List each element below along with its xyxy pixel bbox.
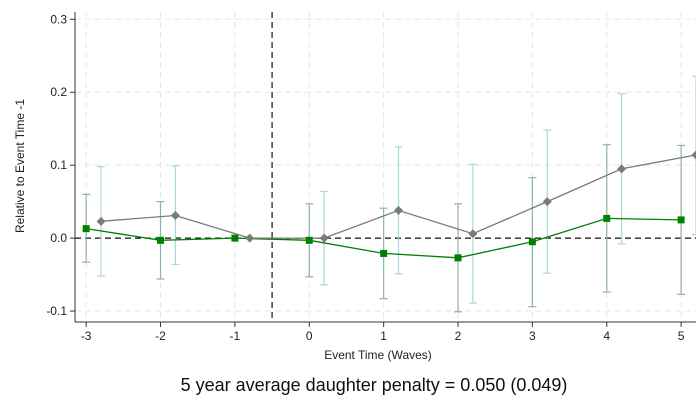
data-point-diamond xyxy=(691,150,696,160)
data-point-diamond xyxy=(319,233,329,243)
y-axis-ticks: -0.1 0.0 0.1 0.2 0.3 xyxy=(46,12,75,318)
series-markers xyxy=(82,150,696,262)
x-tick-label: 3 xyxy=(529,329,536,343)
data-point-square xyxy=(82,225,90,233)
y-tick-label: 0.0 xyxy=(50,231,67,245)
data-point-square xyxy=(380,249,388,257)
x-tick-label: -3 xyxy=(81,329,92,343)
x-tick-label: 0 xyxy=(306,329,313,343)
data-point-diamond xyxy=(468,229,478,239)
data-point-square xyxy=(677,216,685,224)
y-tick-label: -0.1 xyxy=(46,304,67,318)
x-axis-title: Event Time (Waves) xyxy=(324,348,432,362)
y-tick-label: 0.3 xyxy=(50,12,67,26)
chart-caption: 5 year average daughter penalty = 0.050 … xyxy=(181,375,568,395)
reference-lines xyxy=(75,12,696,322)
data-point-diamond xyxy=(96,216,106,226)
data-point-diamond xyxy=(617,164,627,174)
x-tick-label: 1 xyxy=(380,329,387,343)
x-tick-label: -2 xyxy=(155,329,166,343)
data-point-square xyxy=(454,254,462,262)
data-point-square xyxy=(157,236,165,244)
data-point-square xyxy=(231,234,239,242)
x-tick-label: -1 xyxy=(230,329,241,343)
data-point-diamond xyxy=(542,197,552,207)
axes xyxy=(74,12,696,323)
y-tick-label: 0.1 xyxy=(50,158,67,172)
data-point-diamond xyxy=(170,211,180,221)
x-tick-label: 4 xyxy=(603,329,610,343)
data-point-square xyxy=(603,214,611,222)
y-axis-title: Relative to Event Time -1 xyxy=(13,99,27,233)
data-point-square xyxy=(528,238,536,246)
x-axis-ticks: -3 -2 -1 0 1 2 3 4 5 xyxy=(81,322,685,343)
data-point-square xyxy=(305,236,313,244)
y-tick-label: 0.2 xyxy=(50,85,67,99)
x-tick-label: 2 xyxy=(455,329,462,343)
x-tick-label: 5 xyxy=(678,329,685,343)
data-point-diamond xyxy=(394,205,404,215)
data-point-diamond xyxy=(245,233,255,243)
